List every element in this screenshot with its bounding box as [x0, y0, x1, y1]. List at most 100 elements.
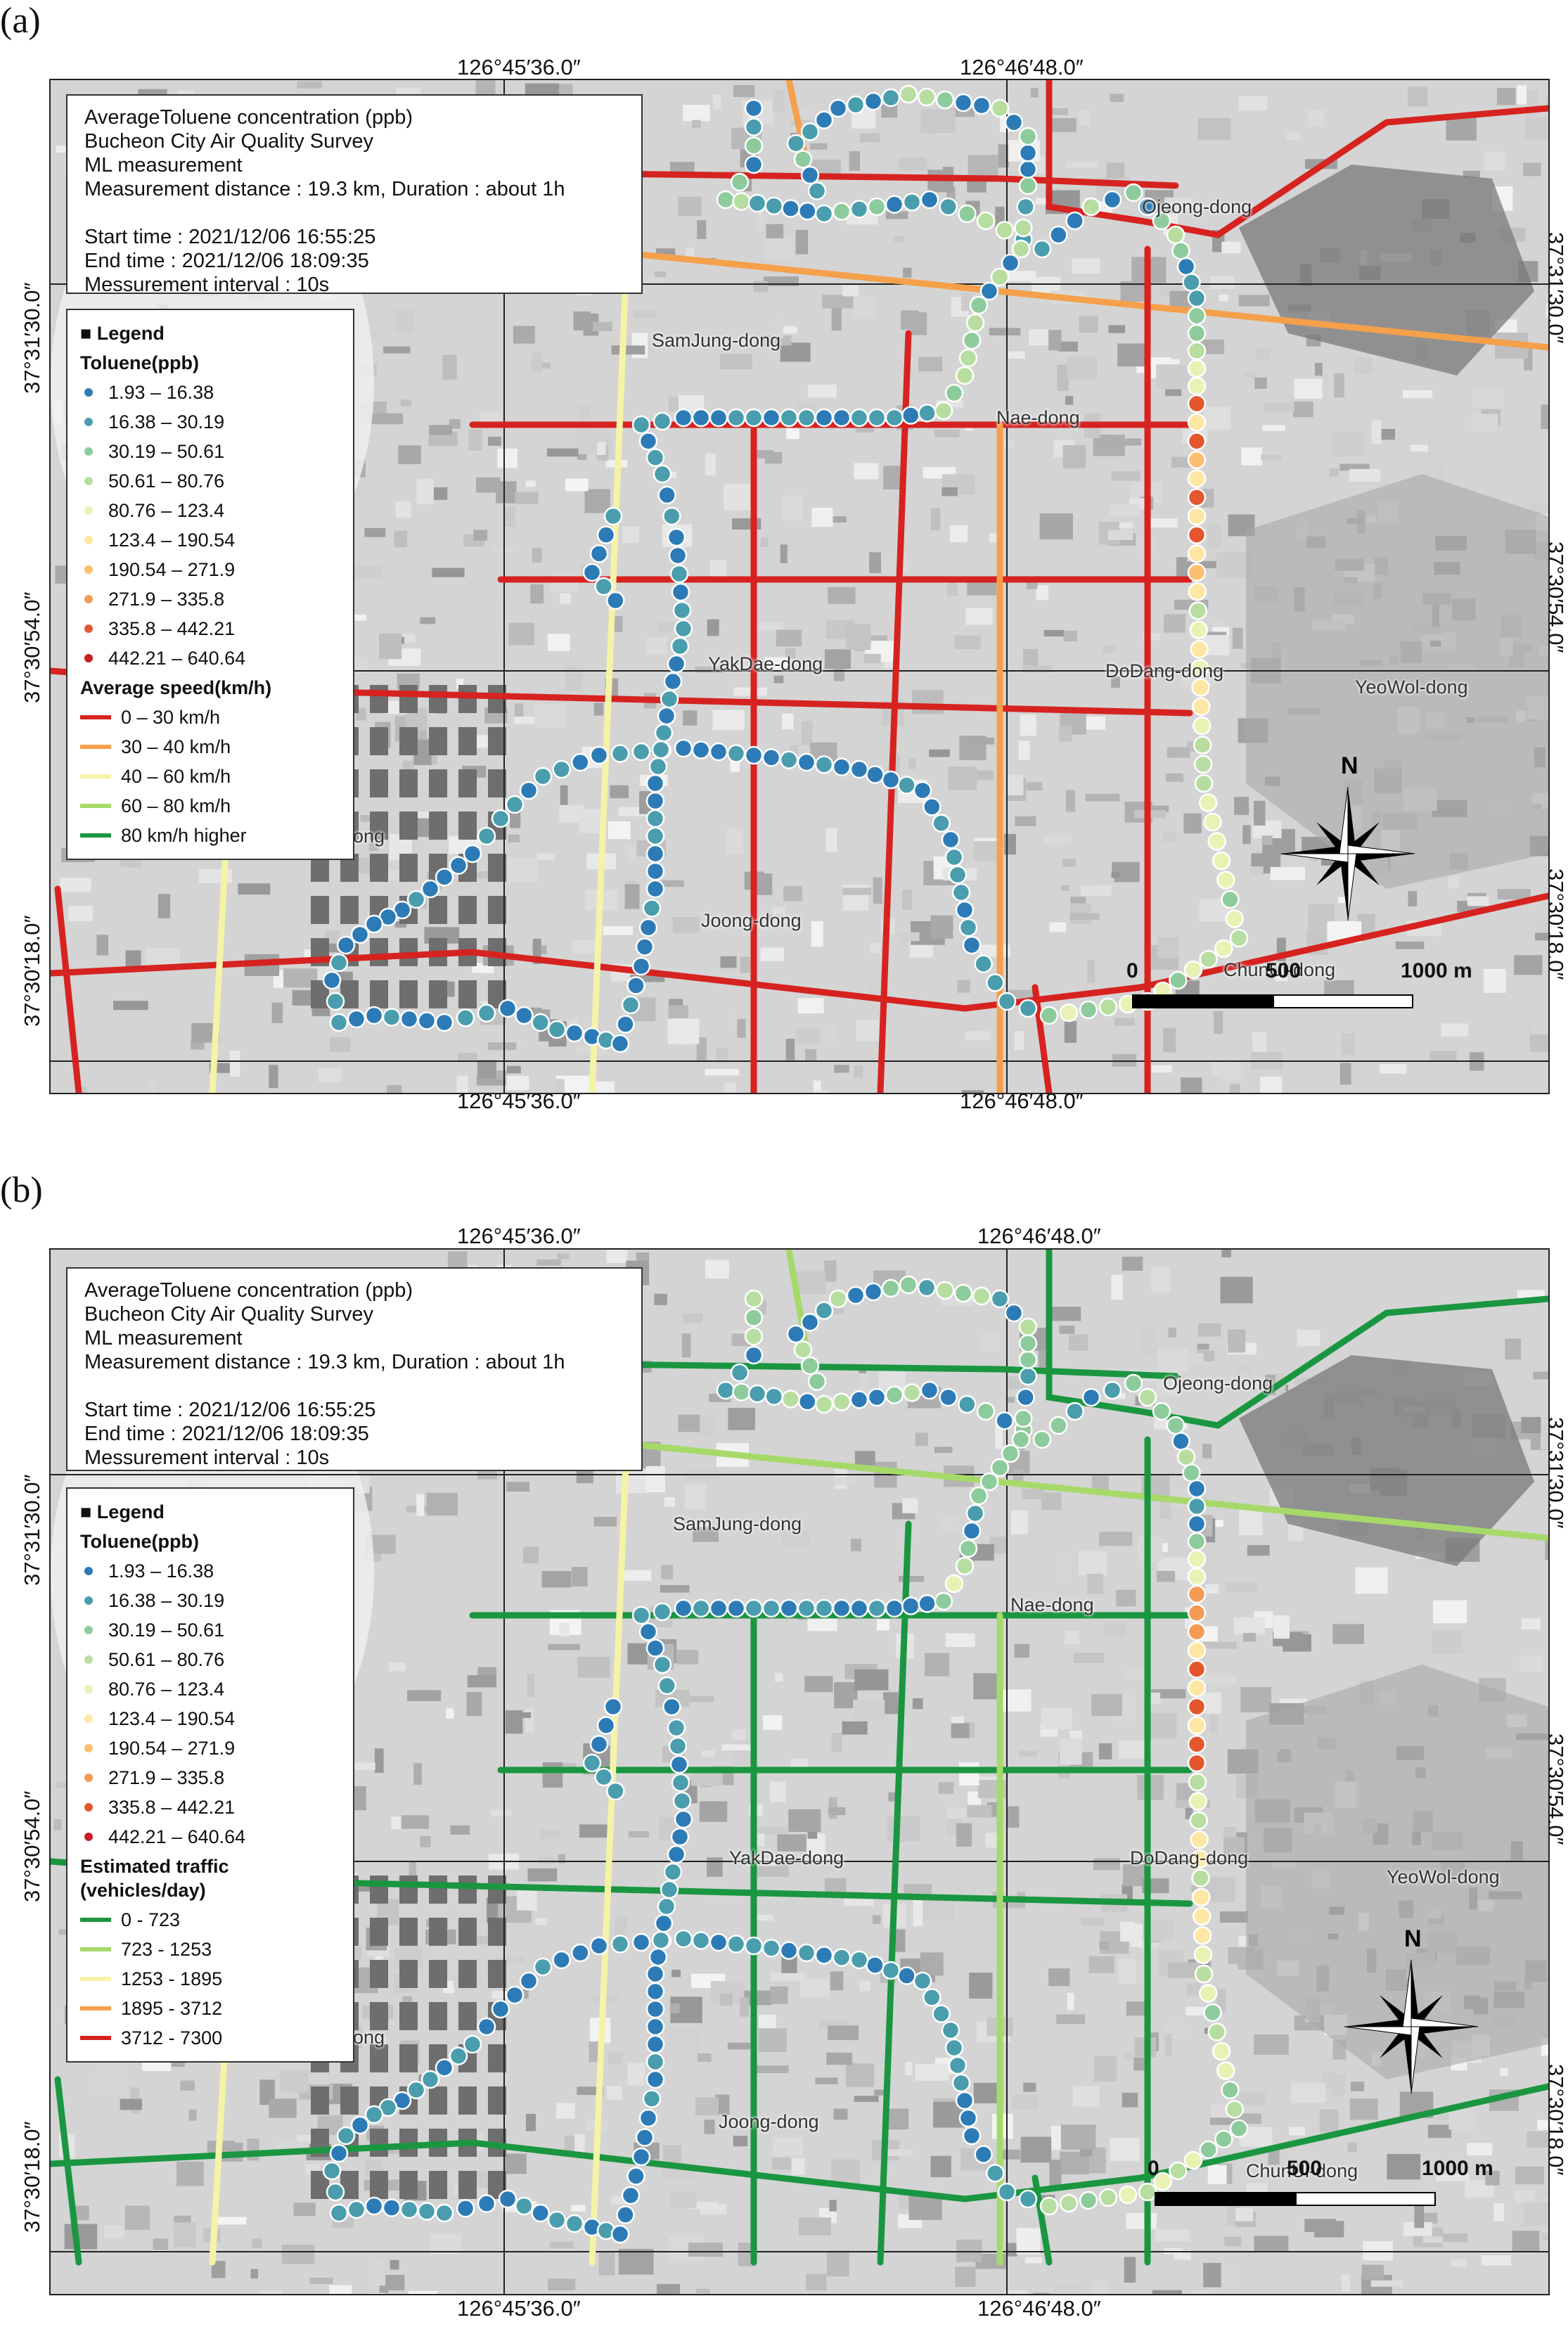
toluene-legend-item: 190.54 – 271.9 — [80, 555, 340, 584]
map-frame: Ojeong-dong SamJung-dong Nae-dong YakDae… — [49, 79, 1550, 1094]
north-arrow-label: N — [1341, 752, 1358, 779]
toluene-legend-item: 123.4 – 190.54 — [80, 525, 340, 555]
legend-swatch-dot — [84, 1596, 93, 1605]
road-legend-item: 40 – 60 km/h — [80, 762, 340, 791]
road-legend-item: 723 - 1253 — [80, 1935, 340, 1964]
legend-label: 80.76 – 123.4 — [108, 1679, 225, 1700]
place-label: SamJung-dong — [673, 1513, 802, 1534]
legend-swatch-dot — [84, 447, 93, 456]
legend-label: 123.4 – 190.54 — [108, 530, 236, 551]
lat-label-mid-left: 37°30′54.0″ — [20, 1790, 44, 1902]
road-legend-items: 0 – 30 km/h 30 – 40 km/h 40 – 60 km/h 60 – … — [80, 703, 340, 850]
legend-label: 123.4 – 190.54 — [108, 1708, 236, 1729]
legend-heading: ■ Legend — [80, 1501, 165, 1522]
lat-label-top-left: 37°31′30.0″ — [20, 1474, 44, 1586]
road-legend-item: 1253 - 1895 — [80, 1964, 340, 1994]
legend-swatch-dot — [84, 506, 93, 515]
place-label: SamJung-dong — [652, 330, 781, 351]
legend-swatch-dot — [84, 1655, 93, 1664]
info-interval: Messurement interval : 10s — [84, 274, 330, 296]
info-box: AverageToluene concentration (ppb) Buche… — [66, 94, 643, 296]
legend-label: 16.38 – 30.19 — [108, 411, 225, 432]
legend-swatch-dot — [84, 388, 93, 397]
legend-swatch-line — [80, 833, 111, 838]
toluene-legend-item: 16.38 – 30.19 — [80, 1586, 340, 1615]
place-label: Ojeong-dong — [1163, 1373, 1273, 1394]
toluene-legend-item: 1.93 – 16.38 — [80, 378, 340, 407]
legend-swatch-line — [80, 1918, 111, 1922]
toluene-legend-item: 442.21 – 640.64 — [80, 643, 340, 673]
legend-label: 60 – 80 km/h — [121, 795, 231, 816]
lon-label-right-top: 126°46′48.0″ — [960, 55, 1084, 79]
north-arrow-label: N — [1404, 1925, 1422, 1952]
info-start-time: Start time : 2021/12/06 16:55:25 — [84, 226, 376, 248]
legend-swatch-dot — [84, 1774, 93, 1782]
road-legend-title: Estimated traffic — [80, 1856, 229, 1877]
info-box: AverageToluene concentration (ppb) Buche… — [66, 1267, 643, 1471]
legend-swatch-dot — [84, 477, 93, 485]
legend-label: 190.54 – 271.9 — [108, 559, 236, 580]
info-survey: Bucheon City Air Quality Survey — [84, 1303, 374, 1326]
toluene-legend-item: 50.61 – 80.76 — [80, 1645, 340, 1674]
legend-swatch-dot — [84, 418, 93, 426]
info-interval: Messurement interval : 10s — [84, 1447, 330, 1469]
legend-swatch-line — [80, 2006, 111, 2011]
place-label: Nae-dong — [1010, 1594, 1094, 1615]
legend-label: 1.93 – 16.38 — [108, 1560, 214, 1582]
lon-label-right-top: 126°46′48.0″ — [977, 1224, 1101, 1248]
info-method: ML measurement — [84, 154, 243, 177]
legend-swatch-dot — [84, 654, 93, 662]
legend-label: 1895 - 3712 — [121, 1998, 223, 2019]
toluene-legend-item: 123.4 – 190.54 — [80, 1704, 340, 1733]
toluene-measurement-points — [322, 1275, 1249, 2244]
legend-swatch-dot — [84, 1714, 93, 1723]
place-label: ong — [353, 2027, 385, 2048]
legend-swatch-dot — [84, 565, 93, 574]
road-legend-item: 30 – 40 km/h — [80, 732, 340, 762]
toluene-legend-item: 80.76 – 123.4 — [80, 1674, 340, 1704]
toluene-legend-item: 16.38 – 30.19 — [80, 407, 340, 437]
lon-label-left-top: 126°45′36.0″ — [457, 1224, 581, 1248]
legend-swatch-dot — [84, 1803, 93, 1812]
lat-label-bottom-left: 37°30′18.0″ — [20, 2121, 44, 2233]
place-label: YakDae-dong — [729, 1847, 844, 1868]
place-label: DoDang-dong — [1105, 660, 1224, 681]
toluene-legend-item: 335.8 – 442.21 — [80, 614, 340, 643]
scale-label-1000: 1000 m — [1401, 959, 1472, 982]
legend-swatch-line — [80, 1947, 111, 1951]
toluene-measurement-points — [322, 84, 1249, 1053]
legend-heading: ■ Legend — [80, 323, 165, 344]
legend-label: 723 - 1253 — [121, 1939, 212, 1960]
legend-label: 16.38 – 30.19 — [108, 1590, 225, 1611]
lat-label-bottom-left: 37°30′18.0″ — [20, 915, 44, 1027]
info-start-time: Start time : 2021/12/06 16:55:25 — [84, 1399, 376, 1421]
info-end-time: End time : 2021/12/06 18:09:35 — [84, 1423, 369, 1445]
legend-label: 442.21 – 640.64 — [108, 1826, 246, 1847]
toluene-legend-item: 271.9 – 335.8 — [80, 1763, 340, 1793]
toluene-legend-items: 1.93 – 16.38 16.38 – 30.19 30.19 – 50.61 50… — [80, 1556, 340, 1852]
legend-swatch-line — [80, 804, 111, 808]
legend-swatch-dot — [84, 624, 93, 633]
scale-label-0: 0 — [1126, 959, 1138, 982]
info-title: AverageToluene concentration (ppb) — [84, 106, 413, 129]
legend-label: 80 km/h higher — [121, 825, 247, 846]
panel-letter: (a) — [0, 1, 41, 41]
lat-label-top-left: 37°31′30.0″ — [20, 282, 44, 394]
legend-label: 50.61 – 80.76 — [108, 470, 225, 492]
legend-swatch-dot — [84, 1833, 93, 1841]
legend-label: 30.19 – 50.61 — [108, 1620, 225, 1641]
info-method: ML measurement — [84, 1327, 243, 1349]
lat-label-mid-left: 37°30′54.0″ — [20, 591, 44, 703]
road-legend-item: 3712 - 7300 — [80, 2023, 340, 2053]
info-distance: Measurement distance : 19.3 km, Duration… — [84, 178, 565, 200]
place-label: Ojeong-dong — [1142, 196, 1252, 217]
legend-label: 271.9 – 335.8 — [108, 1767, 225, 1788]
place-label: DoDang-dong — [1130, 1847, 1249, 1868]
road-legend-item: 1895 - 3712 — [80, 1994, 340, 2023]
lon-label-left-top: 126°45′36.0″ — [457, 55, 581, 79]
info-distance: Measurement distance : 19.3 km, Duration… — [84, 1351, 565, 1373]
legend-swatch-line — [80, 1977, 111, 1981]
road-legend-item: 60 – 80 km/h — [80, 791, 340, 821]
toluene-legend-items: 1.93 – 16.38 16.38 – 30.19 30.19 – 50.61 50… — [80, 378, 340, 673]
toluene-legend-item: 335.8 – 442.21 — [80, 1793, 340, 1822]
